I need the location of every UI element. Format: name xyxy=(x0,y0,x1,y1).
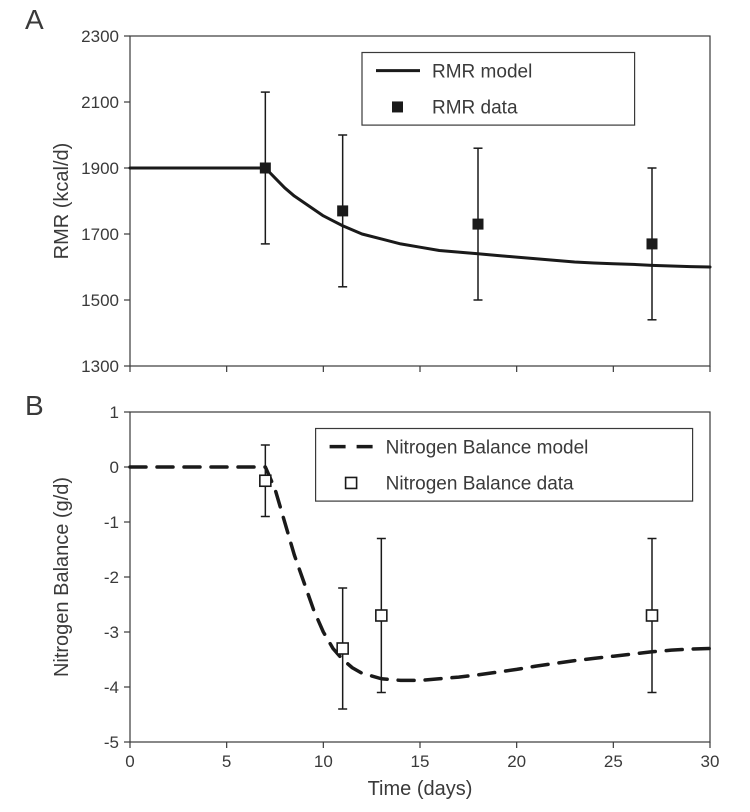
panel-B: 051015202530-5-4-3-2-101Nitrogen Balance… xyxy=(130,412,710,742)
svg-text:-4: -4 xyxy=(104,678,119,697)
figure-root: A B 130015001700190021002300RMR (kcal/d)… xyxy=(0,0,750,806)
svg-text:RMR data: RMR data xyxy=(432,98,518,119)
panel-A-label: A xyxy=(25,4,44,36)
svg-text:-3: -3 xyxy=(104,623,119,642)
svg-text:-1: -1 xyxy=(104,513,119,532)
svg-text:1700: 1700 xyxy=(81,225,119,244)
panel-A: 130015001700190021002300RMR (kcal/d)RMR … xyxy=(130,36,710,366)
svg-text:2100: 2100 xyxy=(81,93,119,112)
svg-text:Nitrogen Balance (g/d): Nitrogen Balance (g/d) xyxy=(51,477,73,677)
svg-text:30: 30 xyxy=(701,752,720,771)
svg-text:RMR (kcal/d): RMR (kcal/d) xyxy=(51,143,73,260)
svg-text:20: 20 xyxy=(507,752,526,771)
svg-text:Time (days): Time (days) xyxy=(368,778,473,800)
svg-text:15: 15 xyxy=(411,752,430,771)
panel-B-svg: 0 5 10 15 20 25 30 -5 -4 -3 -2 -1 0 1 Nitrogen Balance… xyxy=(50,402,750,812)
panel-A-svg: 1300 1500 1700 1900 2100 2300 RMR (kcal/d) RMR … xyxy=(50,26,750,436)
svg-text:1: 1 xyxy=(110,403,119,422)
svg-text:5: 5 xyxy=(222,752,231,771)
panel-B-label: B xyxy=(25,390,44,422)
svg-text:1300: 1300 xyxy=(81,357,119,376)
svg-text:10: 10 xyxy=(314,752,333,771)
svg-text:Nitrogen Balance data: Nitrogen Balance data xyxy=(386,474,574,495)
svg-text:1900: 1900 xyxy=(81,159,119,178)
svg-text:0: 0 xyxy=(125,752,134,771)
svg-text:2300: 2300 xyxy=(81,27,119,46)
svg-text:-2: -2 xyxy=(104,568,119,587)
svg-text:1500: 1500 xyxy=(81,291,119,310)
svg-text:0: 0 xyxy=(110,458,119,477)
svg-text:-5: -5 xyxy=(104,733,119,752)
svg-text:RMR model: RMR model xyxy=(432,61,532,82)
svg-text:Nitrogen Balance model: Nitrogen Balance model xyxy=(386,437,589,458)
svg-text:25: 25 xyxy=(604,752,623,771)
